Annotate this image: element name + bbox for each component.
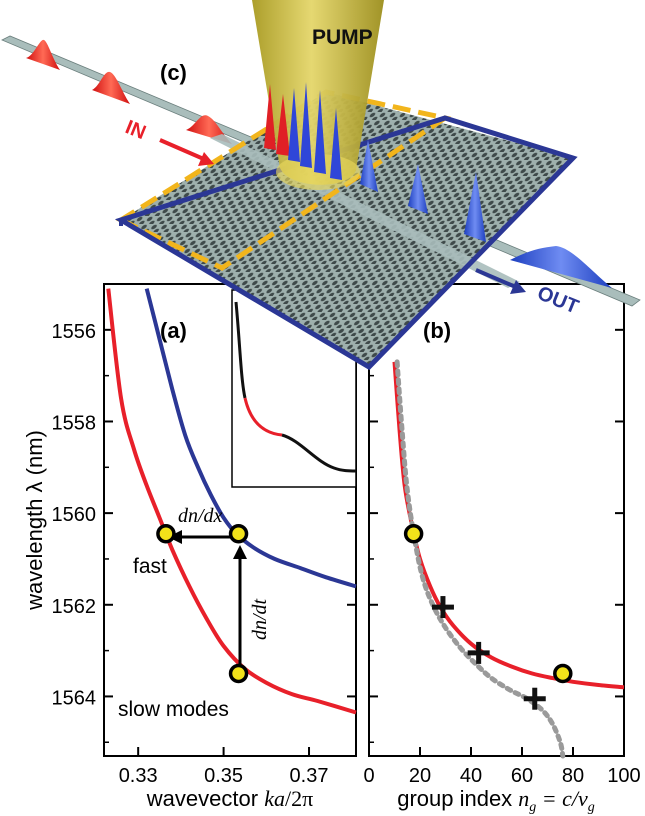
spike-red-1 (264, 84, 276, 150)
spike-blue-1 (288, 88, 300, 162)
panel-a-x-ticks: 0.33 0.35 0.37 (119, 747, 329, 787)
in-arrow-head (198, 152, 214, 166)
fast-annotation: fast (133, 555, 167, 578)
x-tick-label: 0.33 (119, 765, 158, 787)
panel-a-points (156, 523, 249, 684)
data-point (553, 663, 573, 684)
dn-dx-annotation: dn/dx (178, 505, 223, 527)
in-arrow (159, 138, 207, 162)
y-tick-label: 1558 (52, 412, 97, 434)
data-point (403, 523, 424, 544)
dn-dt-annotation: dn/dt (249, 598, 271, 640)
y-axis-label: wavelength λ (nm) (22, 430, 47, 611)
panel-a-y-ticks: 1556 1558 1560 1562 1564 (52, 283, 356, 744)
input-pulse-2 (92, 71, 130, 104)
out-arrow-head (510, 280, 526, 294)
x-tick-label: 40 (460, 765, 482, 787)
inset-curve-black-bottom (281, 433, 357, 473)
panel-b-x-axis-label: group index ng = c/vg (397, 786, 595, 815)
panel-b-points (403, 523, 573, 684)
output-pulse-3 (464, 172, 486, 242)
photonic-crystal-slab (121, 92, 573, 367)
series-line (392, 361, 625, 690)
x-tick-label: 0.35 (204, 765, 243, 787)
x-tick-label: 100 (607, 765, 640, 787)
panel-a-arrows (168, 530, 247, 668)
output-pulse-1 (360, 140, 378, 192)
x-tick-label: 80 (562, 765, 584, 787)
cross-marker (523, 687, 546, 710)
y-tick-label: 1562 (52, 596, 97, 618)
panel-b-crosses (431, 596, 546, 710)
inset-curve-red (243, 397, 283, 437)
panel-b: 0 20 40 60 80 100 (b) group index ng = c/vg (363, 283, 641, 815)
series-line (394, 359, 566, 759)
panel-b-frame (368, 283, 625, 757)
spike-red-2 (276, 94, 290, 156)
cross-marker (467, 641, 490, 664)
pump-label: PUMP (312, 26, 373, 49)
y-tick-label: 1560 (52, 504, 97, 526)
x-tick-label: 60 (511, 765, 533, 787)
out-arrow (475, 268, 519, 290)
panel-c-illustration: PUMP IN OUT (c) (1, 0, 641, 371)
data-point (228, 523, 249, 544)
panel-c-label: (c) (160, 60, 187, 85)
panel-b-curves (392, 359, 625, 759)
panel-b-label: (b) (423, 318, 451, 343)
series-line (106, 288, 357, 715)
cross-marker (431, 596, 454, 619)
x-tick-label: 0.37 (290, 765, 329, 787)
panel-a-curves (106, 288, 357, 715)
inset-curve-black-top (234, 301, 247, 399)
panel-a-x-axis-label: wavevector ka/2π (146, 786, 313, 811)
output-pulse-4 (510, 246, 612, 288)
input-pulse-1 (26, 39, 60, 70)
series-line (144, 288, 357, 589)
spike-blue-4 (330, 108, 342, 180)
panel-b-x-ticks: 0 20 40 60 80 100 (363, 747, 641, 787)
in-label: IN (122, 116, 149, 144)
arrow-dn-dt-head (233, 545, 247, 559)
data-point (156, 523, 176, 544)
output-pulse-2 (408, 164, 428, 214)
panel-a: 1556 1558 1560 1562 1564 0.33 0.35 0.37 (a) fa… (22, 283, 357, 811)
panel-b-y-ticks (369, 283, 624, 744)
y-tick-label: 1556 (52, 321, 97, 343)
x-tick-label: 0 (363, 765, 374, 787)
x-tick-label: 20 (409, 765, 431, 787)
data-point (228, 663, 249, 684)
slow-modes-annotation: slow modes (118, 698, 229, 721)
out-label: OUT (534, 282, 581, 318)
spike-blue-3 (314, 90, 326, 174)
y-tick-label: 1564 (52, 687, 97, 709)
panel-a-label: (a) (160, 318, 187, 343)
spike-blue-2 (300, 82, 312, 168)
